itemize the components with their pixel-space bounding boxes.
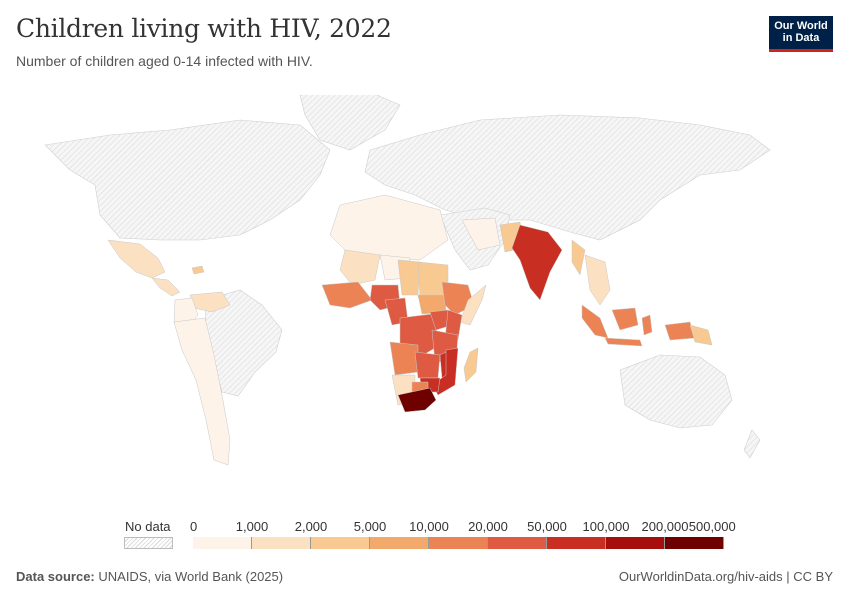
legend-tick-label: 20,000	[468, 519, 508, 534]
europe-russia-land	[364, 114, 771, 241]
legend-bin-5	[488, 537, 547, 549]
region-papua-new-guinea	[689, 324, 713, 346]
region-india	[511, 224, 563, 301]
legend-tick-label: 2,000	[294, 519, 328, 534]
north-america-land	[44, 119, 331, 241]
region-papua	[664, 321, 696, 341]
data-source-label: Data source:	[16, 569, 95, 584]
region-southeast-asia	[584, 254, 611, 306]
legend-tick-label: 10,000	[409, 519, 449, 534]
region-sumatra	[581, 304, 609, 339]
region-sulawesi	[641, 314, 653, 336]
legend-tick-label: 0	[190, 519, 198, 534]
region-mali	[339, 249, 381, 286]
no-data-land	[44, 95, 771, 459]
region-myanmar	[571, 239, 586, 276]
region-angola	[389, 341, 419, 376]
logo-line-1: Our World	[774, 20, 828, 32]
legend-bin-3	[370, 537, 429, 549]
legend-bin-4	[429, 537, 488, 549]
region-middle-east	[461, 217, 501, 251]
region-central-america	[151, 277, 181, 297]
legend-bin-7	[606, 537, 665, 549]
legend-tick-label: 500,000	[688, 519, 736, 534]
legend-tick-label: 200,000	[641, 519, 689, 534]
region-madagascar	[463, 347, 479, 383]
region-mexico	[107, 239, 166, 279]
legend-no-data-label: No data	[125, 519, 171, 534]
legend-tick-label: 50,000	[527, 519, 567, 534]
data-source-text: UNAIDS, via World Bank (2025)	[98, 569, 284, 584]
region-north-africa	[329, 194, 449, 261]
legend-bin-8	[665, 537, 724, 549]
legend-bin-2	[311, 537, 370, 549]
region-haiti	[191, 265, 205, 275]
legend-bin-0	[193, 537, 252, 549]
data-source: Data source: UNAIDS, via World Bank (202…	[16, 569, 283, 584]
legend-tick-label: 1,000	[235, 519, 269, 534]
logo-line-2: in Data	[782, 32, 820, 44]
region-java	[604, 337, 643, 347]
legend-bin-6	[547, 537, 606, 549]
region-zambia	[414, 351, 441, 379]
chart-subtitle: Number of children aged 0-14 infected wi…	[16, 53, 313, 69]
australia-land	[619, 354, 733, 429]
region-south-africa	[397, 387, 437, 413]
legend-no-data-swatch	[124, 537, 173, 549]
footer-credit[interactable]: OurWorldinData.org/hiv-aids | CC BY	[618, 569, 833, 584]
legend-tick-label: 100,000	[582, 519, 630, 534]
legend-tick-label: 5,000	[353, 519, 387, 534]
region-west-africa-coast	[321, 281, 373, 309]
new-zealand-land	[743, 429, 761, 459]
region-kenya	[444, 309, 463, 341]
color-legend: No data 0 1,000 2,000 5,000 10,000 20,000 50,0…	[0, 515, 850, 555]
owid-logo[interactable]: Our World in Data	[769, 16, 833, 52]
region-south-america-west	[173, 317, 231, 466]
data-regions	[107, 194, 713, 466]
region-borneo	[611, 307, 639, 331]
world-map[interactable]	[0, 95, 850, 515]
chart-title: Children living with HIV, 2022	[16, 14, 392, 43]
region-chad	[397, 259, 421, 296]
legend-bin-1	[252, 537, 311, 549]
greenland-land	[299, 95, 401, 151]
